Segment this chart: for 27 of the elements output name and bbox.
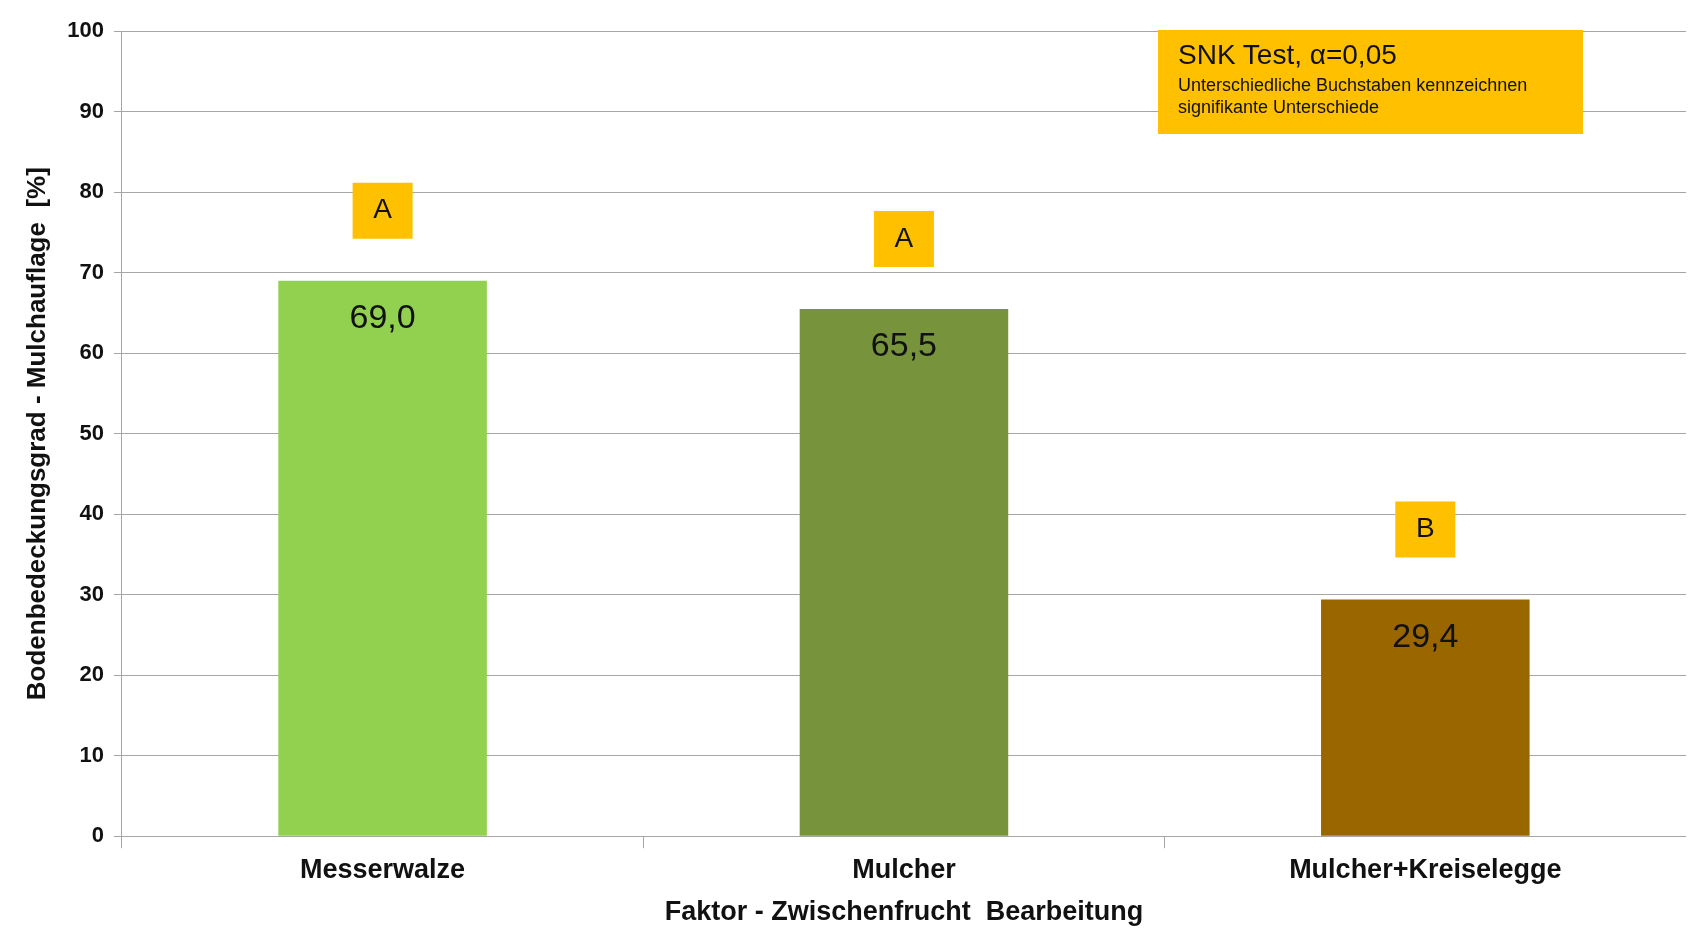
x-tick-label: Mulcher (852, 853, 957, 884)
data-label: 65,5 (870, 325, 938, 364)
bar (278, 280, 487, 836)
y-tick-label: 60 (79, 339, 104, 365)
y-axis-title: Bodenbedeckungsgrad - Mulchauflage [%] (20, 167, 51, 701)
y-tick-label: 40 (79, 500, 104, 526)
y-tick-label: 30 (79, 580, 104, 606)
y-tick-label: 80 (79, 178, 104, 204)
y-tick-label: 20 (79, 661, 104, 687)
y-tick-label: 10 (79, 741, 104, 767)
annotation: SNK Test, α=0,05 (1178, 38, 1397, 70)
y-tick-label: 100 (67, 17, 104, 43)
bar (1321, 599, 1530, 836)
y-tick-label: 50 (79, 419, 104, 445)
data-label: 29,4 (1392, 615, 1459, 654)
annotation: A (373, 193, 393, 225)
y-tick-label: 70 (79, 258, 104, 284)
y-tick-label: 0 (91, 822, 104, 848)
bar (799, 308, 1009, 836)
annotation: A (894, 221, 914, 253)
data-label: 69,0 (349, 297, 416, 336)
x-tick-label: Messerwalze (300, 853, 466, 884)
x-axis-title: Faktor - Zwischenfrucht Bearbeitung (664, 896, 1144, 927)
annotation: Unterschiedliche Buchstaben kennzeichnen signifikante Unterschiede (1178, 74, 1528, 118)
x-tick-label: Mulcher+Kreiselegge (1289, 853, 1562, 884)
y-tick-label: 90 (79, 97, 104, 123)
annotation: B (1415, 512, 1435, 544)
